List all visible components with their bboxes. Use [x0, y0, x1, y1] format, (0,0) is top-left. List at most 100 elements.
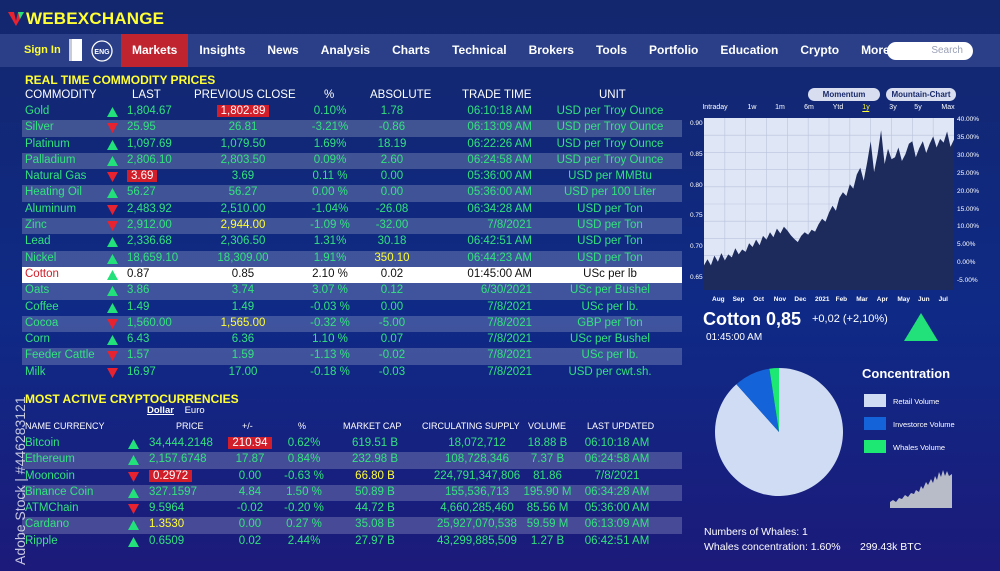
col-trade-time[interactable]: TRADE TIME [462, 89, 532, 101]
commodity-last: 1,097.69 [127, 138, 172, 150]
commodity-absolute: -5.00 [367, 317, 417, 329]
crypto-change: -0.02 [227, 502, 273, 514]
commodity-row[interactable]: Cotton 0.87 0.85 2.10 % 0.02 01:45:00 AM USc p… [22, 266, 682, 284]
crypto-row[interactable]: Cardano 1.3530 0.00 0.27 % 35.08 B 25,927,070… [22, 517, 682, 534]
up-arrow-icon [107, 107, 118, 117]
col-name-currency[interactable]: NAME CURRENCY [25, 421, 105, 431]
col-price[interactable]: PRICE [176, 421, 204, 431]
nav-item-more[interactable]: More [861, 43, 890, 57]
commodity-row[interactable]: Oats 3.86 3.74 3.07 % 0.12 6/30/2021 USc per B… [22, 283, 682, 300]
nav-item-education[interactable]: Education [720, 43, 779, 57]
col-volume[interactable]: VOLUME [528, 421, 567, 431]
crypto-table: Dollar Euro NAME CURRENCY PRICE +/- % MA… [22, 405, 682, 550]
crypto-change: 4.84 [227, 486, 273, 498]
mountain-chart-button[interactable]: Mountain-Chart [886, 88, 956, 101]
commodity-absolute-value: 350.10 [374, 251, 410, 264]
watermark-text: Adobe Stock | #446283121 [12, 396, 28, 565]
col-plus-minus[interactable]: +/- [242, 421, 253, 431]
logo[interactable]: WEBEXCHANGE [8, 8, 164, 30]
crypto-row[interactable]: ATMChain 9.5964 -0.02 -0.20 % 44.72 B 4,660,2… [22, 501, 682, 517]
range-tab-3y[interactable]: 3y [889, 104, 897, 111]
nav-item-insights[interactable]: Insights [199, 43, 246, 57]
commodity-absolute-value: 2.60 [380, 153, 404, 166]
range-tab-6m[interactable]: 6m [804, 104, 814, 111]
sign-in-link[interactable]: Sign In [24, 44, 61, 56]
crypto-supply: 43,299,885,509 [437, 534, 517, 547]
commodity-row[interactable]: Heating Oil 56.27 56.27 0.00 % 0.00 05:36:00 … [22, 185, 682, 202]
commodity-row[interactable]: Aluminum 2,483.92 2,510.00 -1.04% -26.08 06:3… [22, 202, 682, 218]
nav-item-tools[interactable]: Tools [595, 43, 628, 57]
commodity-name: Oats [25, 284, 50, 297]
commodity-row[interactable]: Feeder Cattle 1.57 1.59 -1.13 % -0.02 7/8/202… [22, 348, 682, 365]
crypto-row[interactable]: Ethereum 2,157.6748 17.87 0.84% 232.98 B 108,… [22, 452, 682, 469]
nav-item-crypto[interactable]: Crypto [800, 43, 840, 57]
commodity-pct: 0.10% [313, 105, 347, 117]
range-tab-intraday[interactable]: Intraday [702, 104, 728, 111]
col-absolute[interactable]: ABSOLUTE [370, 89, 432, 101]
col-circulating-supply[interactable]: CIRCULATING SUPPLY [422, 421, 520, 431]
col-market-cap[interactable]: MARKET CAP [343, 421, 402, 431]
language-icon[interactable]: ENG [91, 40, 113, 62]
search-input[interactable]: Search [887, 42, 973, 60]
commodity-row[interactable]: Platinum 1,097.69 1,079.50 1.69% 18.19 06:22:… [22, 137, 682, 153]
col-pct[interactable]: % [298, 421, 307, 431]
commodity-last-value: 25.95 [127, 121, 156, 134]
commodity-row[interactable]: Silver 25.95 26.81 -3.21% -0.86 06:13:09 AM US… [22, 120, 682, 137]
commodity-absolute: 0.00 [367, 186, 417, 198]
commodity-row[interactable]: Cocoa 1,560.00 1,565.00 -0.32 % -5.00 7/8/202… [22, 315, 682, 333]
document-icon[interactable] [68, 38, 84, 62]
nav-item-analysis[interactable]: Analysis [320, 43, 371, 57]
commodity-prev-close: 6.36 [210, 333, 276, 345]
range-tab-5y[interactable]: 5y [914, 104, 922, 111]
tab-dollar[interactable]: Dollar [147, 405, 174, 416]
crypto-row[interactable]: Mooncoin 0.2972 0.00 -0.63 % 66.80 B 224,791,… [22, 469, 682, 485]
commodity-row[interactable]: Palladium 2,806.10 2,803.50 0.09% 2.60 06:24:… [22, 152, 682, 170]
commodity-absolute: 0.00 [367, 301, 417, 313]
nav-item-charts[interactable]: Charts [392, 43, 431, 57]
range-tab-1w[interactable]: 1w [747, 104, 757, 111]
y-right-tick: 25.00% [957, 169, 980, 177]
commodity-last: 2,912.00 [127, 219, 172, 231]
commodity-row[interactable]: Milk 16.97 17.00 -0.18 % -0.03 7/8/2021 USD pe… [22, 365, 682, 381]
col-commodity[interactable]: COMMODITY [25, 89, 97, 101]
down-arrow-icon [107, 367, 118, 378]
col-last[interactable]: LAST [132, 89, 161, 101]
commodity-row[interactable]: Lead 2,336.68 2,306.50 1.31% 30.18 06:42:51 A… [22, 234, 682, 250]
col-prev-close[interactable]: PREVIOUS CLOSE [194, 89, 296, 101]
commodity-trade-time: 05:36:00 AM [467, 170, 532, 183]
crypto-market-cap-value: 35.08 B [355, 518, 395, 531]
crypto-market-cap: 27.97 B [340, 535, 410, 547]
range-tab-1m[interactable]: 1m [775, 104, 785, 111]
range-tab-max[interactable]: Max [941, 104, 955, 111]
commodity-name: Gold [25, 105, 50, 117]
crypto-market-cap: 50.89 B [340, 486, 410, 498]
commodity-row[interactable]: Zinc 2,912.00 2,944.00 -1.09 % -32.00 7/8/202… [22, 218, 682, 235]
nav-item-markets[interactable]: Markets [121, 34, 189, 67]
crypto-row[interactable]: Binance Coin 327.1597 4.84 1.50 % 50.89 B 155… [22, 484, 682, 502]
nav-item-brokers[interactable]: Brokers [528, 43, 574, 57]
nav-item-portfolio[interactable]: Portfolio [649, 43, 699, 57]
range-tab-ytd[interactable]: Ytd [832, 104, 844, 111]
whales-btc: 299.43k BTC [860, 541, 922, 553]
commodity-last: 2,806.10 [127, 154, 172, 166]
nav-item-news[interactable]: News [267, 43, 299, 57]
commodity-row[interactable]: Coffee 1.49 1.49 -0.03 % 0.00 7/8/2021 USc per… [22, 300, 682, 316]
commodity-row[interactable]: Natural Gas 3.69 3.69 0.11 % 0.00 05:36:00 AM… [22, 169, 682, 185]
crypto-row[interactable]: Bitcoin 34,444.2148 210.94 0.62% 619.51 B 18,… [22, 436, 682, 452]
tab-euro[interactable]: Euro [184, 405, 205, 416]
crypto-title: MOST ACTIVE CRYPTOCURRENCIES [25, 392, 239, 406]
x-tick: Dec [794, 296, 807, 303]
range-tab-1y[interactable]: 1y [862, 104, 870, 112]
col-unit[interactable]: UNIT [599, 89, 626, 101]
commodity-name: Silver [25, 121, 54, 134]
crypto-row[interactable]: Ripple 0.6509 0.02 2.44% 27.97 B 43,299,885,5… [22, 534, 682, 550]
commodity-trade-time: 06:22:26 AM [467, 137, 532, 150]
nav-item-technical[interactable]: Technical [452, 43, 507, 57]
crypto-change-value: 0.02 [238, 534, 262, 547]
commodity-row[interactable]: Nickel 18,659.10 18,309.00 1.91% 350.10 06:44… [22, 250, 682, 267]
commodity-row[interactable]: Gold 1,804.67 1,802.89 0.10% 1.78 06:10:18 AM… [22, 104, 682, 120]
col-last-updated[interactable]: LAST UPDATED [587, 421, 655, 431]
momentum-button[interactable]: Momentum [808, 88, 880, 101]
commodity-row[interactable]: Corn 6.43 6.36 1.10 % 0.07 7/8/2021 USc per Bu… [22, 332, 682, 348]
col-pct[interactable]: % [324, 89, 335, 101]
